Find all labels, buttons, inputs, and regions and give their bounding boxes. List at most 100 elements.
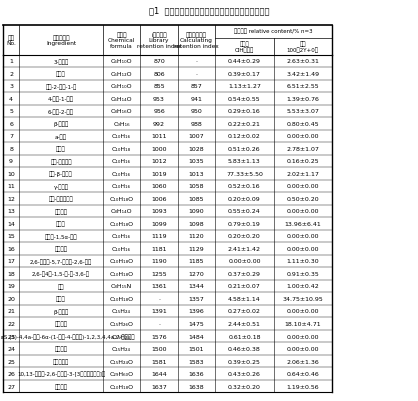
- Text: 0.32±0.20: 0.32±0.20: [228, 384, 261, 389]
- Text: C₁₀H₁₈O: C₁₀H₁₈O: [110, 221, 134, 227]
- Text: 0.00±0.00: 0.00±0.00: [286, 234, 319, 239]
- Text: C₆H₁₀O: C₆H₁₀O: [111, 84, 133, 89]
- Text: 香叶醇: 香叶醇: [56, 296, 66, 302]
- Text: 1475: 1475: [189, 321, 204, 326]
- Text: 0.00±0.00: 0.00±0.00: [286, 346, 319, 351]
- Text: 中期
100（2Y+0）: 中期 100（2Y+0）: [287, 41, 319, 53]
- Text: C₂₉H₆₀O: C₂₉H₆₀O: [110, 371, 134, 376]
- Text: 芳樟醇: 芳樟醇: [56, 221, 66, 227]
- Text: 1.39±0.76: 1.39±0.76: [286, 97, 319, 101]
- Text: 0.46±0.38: 0.46±0.38: [228, 346, 261, 351]
- Text: 1000: 1000: [151, 146, 167, 152]
- Text: 反式-β-法呢烯: 反式-β-法呢烯: [49, 171, 73, 177]
- Text: 1357: 1357: [189, 296, 204, 301]
- Text: 0.44±0.29: 0.44±0.29: [228, 59, 261, 64]
- Text: C₁₅H₂₄: C₁₅H₂₄: [112, 334, 131, 339]
- Text: 23: 23: [7, 334, 15, 339]
- Text: 1012: 1012: [151, 159, 167, 164]
- Text: 0.64±0.46: 0.64±0.46: [286, 371, 319, 376]
- Text: 2.06±1.36: 2.06±1.36: [286, 358, 319, 364]
- Text: 1011: 1011: [151, 134, 167, 139]
- Text: C₁₀H₁₆: C₁₀H₁₆: [112, 159, 131, 164]
- Text: C₁₀H₁₆: C₁₀H₁₆: [112, 246, 131, 251]
- Text: 1500: 1500: [151, 346, 167, 351]
- Text: 9: 9: [9, 159, 13, 164]
- Text: 24: 24: [7, 346, 15, 351]
- Text: 857: 857: [191, 84, 202, 89]
- Text: 0.00±0.00: 0.00±0.00: [286, 184, 319, 189]
- Text: 855: 855: [153, 84, 165, 89]
- Text: 0.50±0.20: 0.50±0.20: [286, 196, 319, 201]
- Text: 0.00±0.00: 0.00±0.00: [286, 134, 319, 139]
- Text: 7: 7: [9, 134, 13, 139]
- Text: 0.00±0.00: 0.00±0.00: [286, 309, 319, 314]
- Text: 1006: 1006: [151, 196, 167, 201]
- Text: 1581: 1581: [151, 358, 167, 364]
- Text: (4S,4aS,(S)-4,4a-二氢-6α-(1-甲基-4-戊烯基)-1,2,3,4,4a,7-六氢萘醇: (4S,4aS,(S)-4,4a-二氢-6α-(1-甲基-4-戊烯基)-1,2,…: [0, 333, 135, 339]
- Text: 1185: 1185: [189, 259, 204, 264]
- Text: 1013: 1013: [189, 172, 204, 176]
- Text: 0.20±0.20: 0.20±0.20: [228, 234, 261, 239]
- Text: 1344: 1344: [189, 284, 204, 289]
- Text: 4: 4: [9, 97, 13, 101]
- Text: 5.83±1.13: 5.83±1.13: [228, 159, 261, 164]
- Text: 1.19±0.56: 1.19±0.56: [286, 384, 319, 389]
- Text: 0.16±0.25: 0.16±0.25: [286, 159, 319, 164]
- Text: 10: 10: [7, 172, 15, 176]
- Text: 对薄荷-1,5α-二烯: 对薄荷-1,5α-二烯: [45, 233, 77, 239]
- Text: 1028: 1028: [189, 146, 204, 152]
- Text: 1.11±0.30: 1.11±0.30: [286, 259, 319, 264]
- Text: 反式-2-己烯-1-醛: 反式-2-己烯-1-醛: [46, 84, 77, 89]
- Text: C₉H₁₆: C₉H₁₆: [113, 122, 130, 127]
- Text: 1.00±0.42: 1.00±0.42: [286, 284, 319, 289]
- Text: 992: 992: [153, 122, 165, 127]
- Text: 顺式芳烃: 顺式芳烃: [55, 209, 68, 214]
- Text: 0.91±0.35: 0.91±0.35: [286, 271, 319, 276]
- Text: 25: 25: [7, 358, 15, 364]
- Text: 0.51±0.26: 0.51±0.26: [228, 146, 261, 152]
- Text: 20: 20: [7, 296, 15, 301]
- Text: C₈H₁₆O: C₈H₁₆O: [111, 109, 133, 114]
- Text: 21: 21: [7, 309, 15, 314]
- Text: 玫瑰花草: 玫瑰花草: [55, 246, 68, 251]
- Text: 朵桔: 朵桔: [58, 284, 64, 289]
- Text: 1: 1: [9, 59, 13, 64]
- Text: 1638: 1638: [189, 384, 204, 389]
- Text: 1361: 1361: [151, 284, 167, 289]
- Text: 表1  挥发性次生代谢产物组成、保留指数和相对含量: 表1 挥发性次生代谢产物组成、保留指数和相对含量: [149, 6, 269, 15]
- Text: i保留指数
Library
retention index: i保留指数 Library retention index: [137, 32, 181, 49]
- Text: C₆H₁₀O: C₆H₁₀O: [111, 59, 133, 64]
- Text: 16: 16: [7, 246, 15, 251]
- Text: 1255: 1255: [151, 271, 167, 276]
- Text: 金合欢烯: 金合欢烯: [55, 346, 68, 351]
- Text: 1093: 1093: [151, 209, 167, 214]
- Text: 1391: 1391: [151, 309, 167, 314]
- Text: 0.29±0.16: 0.29±0.16: [228, 109, 261, 114]
- Text: 2,6-二4基-1,5-庚-烯-3,6-醇: 2,6-二4基-1,5-庚-烯-3,6-醇: [32, 271, 90, 277]
- Text: 956: 956: [153, 109, 165, 114]
- Text: C₁₀H₁₆: C₁₀H₁₆: [112, 172, 131, 176]
- Text: C₁₅H₂₆O: C₁₅H₂₆O: [110, 321, 133, 326]
- Text: 77.33±5.50: 77.33±5.50: [226, 172, 263, 176]
- Text: ·: ·: [158, 321, 160, 326]
- Text: 4-甲基-1-戊醇: 4-甲基-1-戊醇: [48, 96, 74, 102]
- Text: 2.44±0.51: 2.44±0.51: [228, 321, 261, 326]
- Text: 1484: 1484: [189, 334, 204, 339]
- Text: 15: 15: [7, 234, 15, 239]
- Text: 实测花
CIH（花）: 实测花 CIH（花）: [235, 41, 254, 53]
- Text: 1501: 1501: [189, 346, 204, 351]
- Text: 0.22±0.21: 0.22±0.21: [228, 122, 261, 127]
- Text: 1058: 1058: [189, 184, 204, 189]
- Text: 5.53±3.07: 5.53±3.07: [286, 109, 319, 114]
- Text: 0.39±0.25: 0.39±0.25: [228, 358, 261, 364]
- Text: 橙花叔醇: 橙花叔醇: [55, 321, 68, 326]
- Text: 1129: 1129: [189, 246, 204, 251]
- Text: 桉烷烃: 桉烷烃: [56, 146, 66, 152]
- Text: 1190: 1190: [151, 259, 167, 264]
- Text: 1060: 1060: [151, 184, 167, 189]
- Text: 计算保留指数
Calculating
retention index: 计算保留指数 Calculating retention index: [174, 32, 219, 49]
- Text: 953: 953: [153, 97, 165, 101]
- Text: γ-桧烯醇: γ-桧烯醇: [54, 184, 69, 189]
- Text: 化合物名称
Ingredient: 化合物名称 Ingredient: [46, 35, 76, 46]
- Text: 6-甲基-2-庚酮: 6-甲基-2-庚酮: [48, 109, 74, 114]
